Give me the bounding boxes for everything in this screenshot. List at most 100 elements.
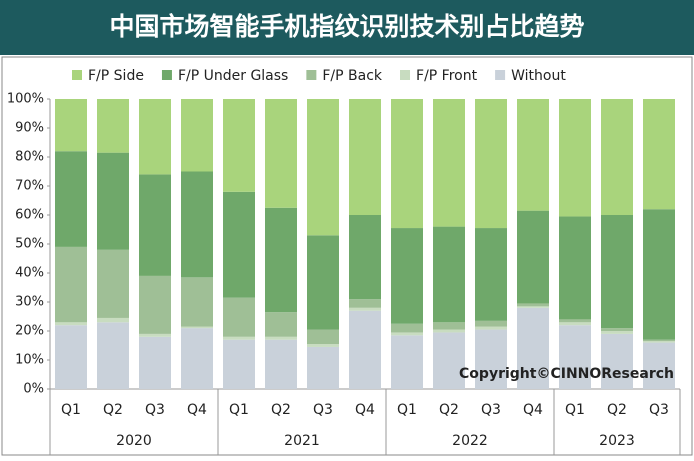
bar-segment (181, 326, 213, 329)
bar-segment (223, 336, 255, 340)
group-label: 2023 (599, 433, 635, 449)
x-tick-label: Q4 (187, 402, 207, 418)
x-tick-label: Q2 (103, 402, 123, 418)
bar-segment (307, 99, 339, 236)
bar-segment (559, 99, 591, 217)
bar-segment (643, 99, 675, 210)
x-tick-label: Q2 (607, 402, 627, 418)
bar-segment (97, 317, 129, 323)
bar-segment (517, 306, 549, 308)
chart-title: 中国市场智能手机指纹识别技术别占比趋势 (109, 12, 584, 41)
y-tick-label: 40% (15, 266, 44, 281)
bar-segment (139, 333, 171, 337)
legend-swatch (495, 70, 506, 80)
bar-segment (139, 174, 171, 276)
bar-segment (55, 322, 87, 326)
bar-segment (139, 99, 171, 175)
y-tick-label: 90% (15, 121, 44, 136)
x-tick-label: Q3 (313, 402, 333, 418)
group-label: 2022 (452, 433, 488, 449)
bar-segment (517, 303, 549, 307)
legend-swatch (161, 70, 172, 80)
bar-segment (139, 336, 171, 389)
legend-swatch (306, 70, 317, 80)
y-tick-label: 100% (7, 92, 44, 107)
bar-segment (475, 320, 507, 327)
bar-segment (517, 210, 549, 304)
bar-segment (475, 228, 507, 321)
bar-segment (349, 310, 381, 389)
title-banner (0, 0, 694, 55)
bar-segment (223, 99, 255, 192)
legend-label: F/P Back (322, 68, 383, 84)
legend-label: F/P Under Glass (178, 68, 288, 84)
bar-segment (139, 275, 171, 334)
bar-segment (643, 342, 675, 389)
bar-segment (601, 99, 633, 215)
bar-segment (307, 329, 339, 345)
bar-segment (307, 235, 339, 330)
y-tick-label: 80% (15, 150, 44, 165)
bar-segment (223, 297, 255, 337)
bar-segment (433, 322, 465, 330)
bar-segment (181, 99, 213, 172)
bar-segment (307, 344, 339, 347)
y-tick-label: 20% (15, 324, 44, 339)
x-tick-label: Q2 (439, 402, 459, 418)
bar-segment (475, 329, 507, 389)
bar-segment (265, 99, 297, 208)
bar-segment (55, 151, 87, 247)
bar-segment (517, 99, 549, 211)
bar-segment (349, 215, 381, 300)
bar-segment (55, 325, 87, 389)
bar-segment (601, 328, 633, 331)
legend-label: F/P Front (416, 68, 478, 84)
bar-segment (55, 246, 87, 323)
bar-segment (643, 339, 675, 342)
bar-segment (475, 326, 507, 330)
bar-segment (391, 99, 423, 229)
x-tick-label: Q1 (397, 402, 417, 418)
bar-segment (97, 322, 129, 389)
bar-segment (559, 319, 591, 323)
y-tick-label: 70% (15, 179, 44, 194)
bar-segment (601, 331, 633, 334)
x-tick-label: Q3 (481, 402, 501, 418)
bar-segment (181, 277, 213, 327)
group-label: 2021 (284, 433, 320, 449)
bar-segment (97, 99, 129, 153)
bar-segment (349, 99, 381, 215)
bar-segment (391, 335, 423, 389)
y-tick-label: 30% (15, 295, 44, 310)
bar-segment (517, 307, 549, 389)
legend-label: Without (511, 68, 566, 84)
bar-segment (307, 346, 339, 389)
group-label: 2020 (116, 433, 152, 449)
bar-segment (55, 99, 87, 152)
y-tick-label: 50% (15, 237, 44, 252)
bar-segment (181, 171, 213, 278)
x-tick-label: Q4 (355, 402, 375, 418)
x-tick-label: Q1 (565, 402, 585, 418)
bar-segment (601, 333, 633, 389)
x-tick-label: Q1 (229, 402, 249, 418)
bar-segment (223, 191, 255, 298)
bar-segment (97, 249, 129, 318)
bar-segment (559, 322, 591, 326)
bar-segment (181, 328, 213, 389)
bar-segment (559, 325, 591, 389)
bar-segment (433, 329, 465, 333)
bar-segment (643, 341, 675, 343)
bar-segment (97, 152, 129, 250)
y-tick-label: 10% (15, 353, 44, 368)
legend-label: F/P Side (88, 68, 144, 84)
annotation: Copyright©CINNOResearch (459, 366, 674, 382)
bar-segment (475, 99, 507, 229)
bar-segment (265, 207, 297, 313)
bar-segment (643, 209, 675, 340)
legend-swatch (72, 70, 82, 80)
bar-segment (433, 99, 465, 227)
legend-swatch (400, 70, 411, 80)
bar-segment (265, 339, 297, 389)
